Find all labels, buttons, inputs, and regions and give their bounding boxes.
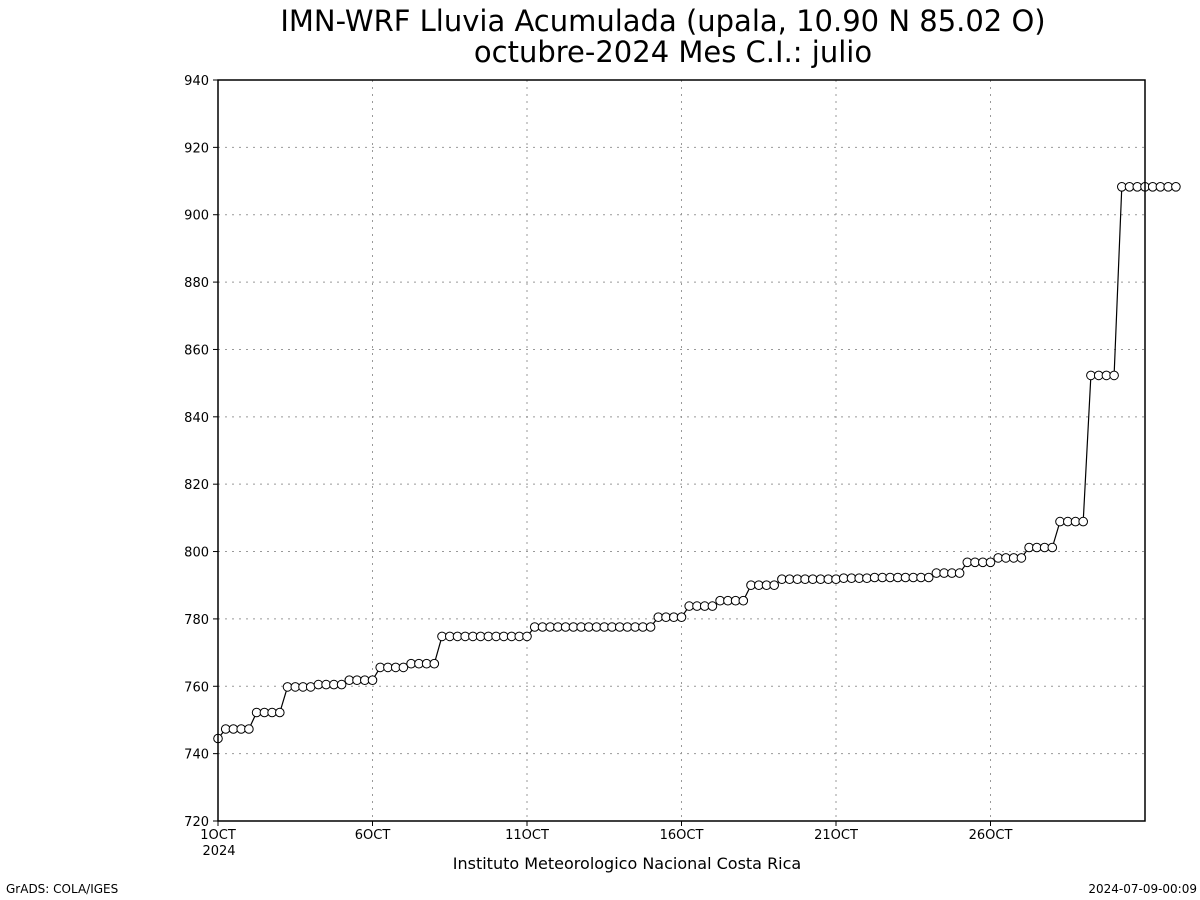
y-tick-label: 880 (184, 276, 209, 291)
y-tick-label: 820 (184, 478, 209, 493)
y-axis-ticks: 720 740 760 780 800 820 840 860 880 900 920 940 (184, 74, 218, 830)
data-point-marker (336, 679, 347, 690)
grid-lines (218, 80, 1145, 821)
data-point-marker (954, 568, 965, 578)
footer-left-label: GrADS: COLA/IGES (6, 882, 118, 896)
data-point-marker (275, 707, 285, 718)
x-tick-label: 26OCT (969, 828, 1013, 843)
plot-frame (217, 79, 1146, 822)
data-point-marker (1171, 182, 1181, 192)
data-point-marker (645, 622, 656, 632)
data-point-marker (367, 675, 378, 686)
y-tick-label: 860 (184, 343, 209, 358)
data-point-marker (985, 557, 996, 568)
data-point-marker (429, 658, 440, 669)
y-tick-label: 780 (184, 613, 209, 628)
data-point-marker (769, 580, 780, 591)
series-line (217, 186, 1176, 739)
data-point-marker (707, 601, 718, 611)
x-axis-ticks: 1OCT 6OCT 11OCT 16OCT 21OCT 26OCT (200, 821, 1012, 843)
x-tick-label: 16OCT (660, 828, 704, 843)
y-tick-label: 920 (184, 141, 209, 156)
data-point-marker (1047, 542, 1058, 553)
y-tick-label: 800 (184, 546, 209, 561)
footer-right-timestamp: 2024-07-09-00:09 (1088, 882, 1197, 896)
data-point-marker (244, 724, 254, 734)
data-point-marker (738, 595, 749, 606)
y-tick-label: 720 (184, 815, 209, 830)
data-point-marker (1109, 370, 1119, 381)
y-tick-label: 740 (184, 748, 209, 763)
x-tick-label: 11OCT (505, 828, 549, 843)
chart-title: IMN-WRF Lluvia Acumulada (upala, 10.90 N… (280, 4, 1045, 38)
data-point-marker (1016, 553, 1027, 563)
source-label: Instituto Meteorologico Nacional Costa R… (453, 854, 801, 873)
chart-subtitle: octubre-2024 Mes C.I.: julio (474, 35, 872, 69)
series-accumulated-rain (213, 182, 1181, 744)
data-point-marker (522, 631, 532, 642)
x-tick-label: 21OCT (814, 828, 858, 843)
y-tick-label: 900 (184, 209, 209, 224)
data-point-marker (398, 662, 409, 673)
x-tick-label: 6OCT (355, 828, 391, 843)
data-point-marker (676, 612, 687, 623)
data-point-marker (1078, 516, 1088, 527)
y-tick-label: 760 (184, 680, 209, 695)
x-year-label: 2024 (202, 844, 235, 859)
y-tick-label: 940 (184, 74, 209, 89)
data-point-marker (923, 572, 934, 583)
x-tick-label: 1OCT (200, 828, 236, 843)
y-tick-label: 840 (184, 411, 209, 426)
